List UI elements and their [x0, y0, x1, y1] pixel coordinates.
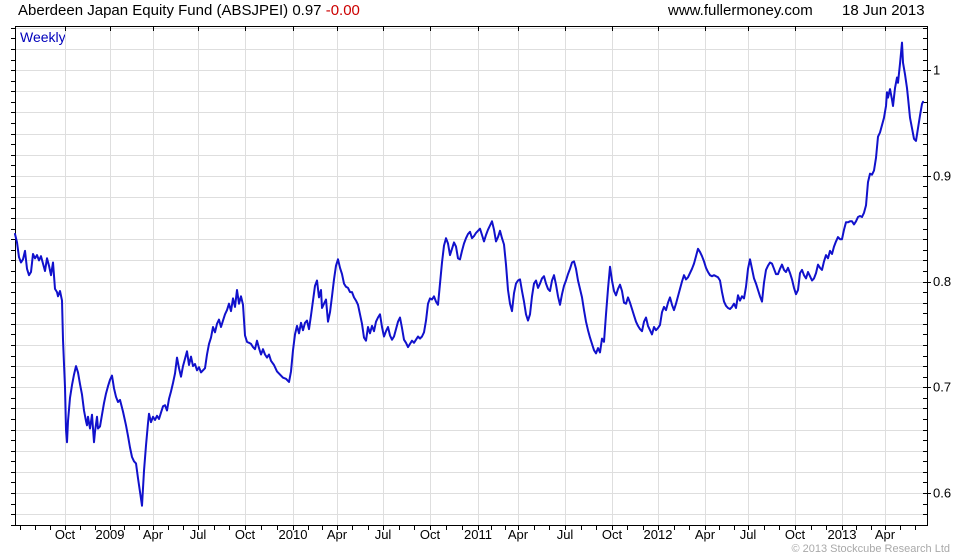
- x-tick-label: Oct: [785, 527, 806, 542]
- x-tick-label: Oct: [420, 527, 441, 542]
- x-tick-label: 2009: [96, 527, 125, 542]
- x-tick-label: Apr: [143, 527, 164, 542]
- x-tick-label: Oct: [55, 527, 76, 542]
- x-axis-labels: Oct 2009 Apr Jul Oct 2010 Apr Jul Oct 2011 Apr Jul O…: [55, 527, 896, 542]
- x-tick-label: Apr: [327, 527, 348, 542]
- last-price: 0.97: [292, 2, 322, 19]
- gridlines: [15, 26, 927, 525]
- x-tick-label: Jul: [740, 527, 757, 542]
- y-tick-label: 0.6: [933, 485, 951, 500]
- copyright-label: © 2013 Stockcube Research Ltd: [791, 543, 950, 555]
- axis-ticks: [11, 26, 931, 530]
- y-tick-label: 0.7: [933, 380, 951, 395]
- price-line: [14, 41, 924, 507]
- interval-label: Weekly: [20, 29, 66, 45]
- x-tick-label: Oct: [235, 527, 256, 542]
- x-tick-label: Apr: [695, 527, 716, 542]
- date-label: 18 Jun 2013: [842, 2, 925, 19]
- price-change: -0.00: [325, 2, 360, 19]
- x-tick-label: 2012: [644, 527, 673, 542]
- y-tick-label: 1: [933, 63, 940, 78]
- instrument-name: Aberdeen Japan Equity Fund (ABSJPEI): [18, 2, 289, 19]
- x-tick-label: Apr: [875, 527, 896, 542]
- x-tick-label: Jul: [190, 527, 207, 542]
- x-tick-label: Apr: [508, 527, 529, 542]
- x-tick-label: 2010: [279, 527, 308, 542]
- y-tick-label: 0.8: [933, 274, 951, 289]
- x-tick-label: Jul: [557, 527, 574, 542]
- x-tick-label: 2013: [828, 527, 857, 542]
- x-tick-label: Oct: [602, 527, 623, 542]
- price-series-absjpei: [14, 41, 924, 507]
- y-axis-labels: 1 0.9 0.8 0.7 0.6: [933, 63, 951, 501]
- y-tick-label: 0.9: [933, 168, 951, 183]
- chart-title: Aberdeen Japan Equity Fund (ABSJPEI) 0.9…: [18, 2, 360, 19]
- plot-border: [15, 26, 928, 526]
- website-label: www.fullermoney.com: [668, 2, 813, 19]
- x-tick-label: 2011: [464, 527, 492, 542]
- x-tick-label: Jul: [375, 527, 392, 542]
